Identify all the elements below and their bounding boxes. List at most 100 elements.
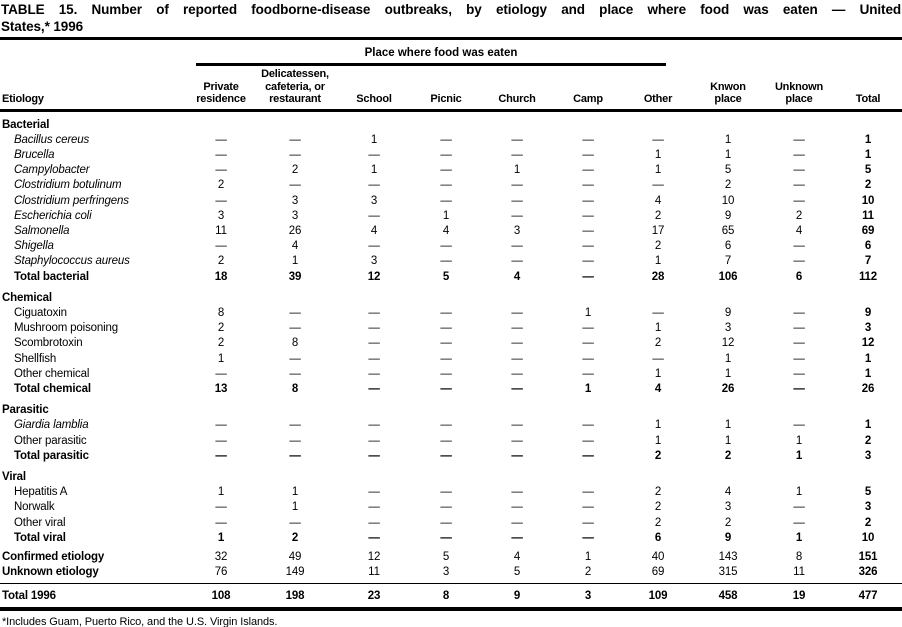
value-cell: —: [215, 133, 227, 146]
value-cell: 49: [288, 550, 302, 563]
value-cell: 326: [858, 566, 878, 579]
value-cell: —: [511, 133, 523, 146]
table-row: Salmonella 11 26 4 4 3 — 17 65 4 69: [0, 224, 902, 239]
row-label: Shigella: [14, 240, 54, 253]
value-cell: 3: [217, 209, 225, 222]
value-cell: —: [440, 486, 452, 499]
span-header-label: Place where food was eaten: [364, 47, 518, 59]
row-label: Confirmed etiology: [2, 550, 105, 563]
value-cell: 69: [651, 566, 665, 579]
value-cell: 6: [795, 270, 803, 283]
value-cell: 1: [654, 367, 662, 380]
table-body: Bacterial Bacillus cereus — —1— — — —1—1 Brucel…: [0, 118, 902, 605]
value-cell: —: [793, 179, 805, 192]
table-row: Staphylococcus aureus 2 1 3 — — — 1 7 — 7: [0, 254, 902, 269]
value-cell: 1: [795, 486, 803, 499]
value-cell: —: [289, 148, 301, 161]
value-cell: 1: [291, 486, 299, 499]
footnote: *Includes Guam, Puerto Rico, and the U.S…: [2, 615, 278, 627]
value-cell: 5: [442, 270, 450, 283]
value-cell: —: [511, 352, 523, 365]
value-cell: —: [215, 419, 227, 432]
value-cell: 7: [864, 255, 872, 268]
value-cell: 26: [721, 382, 735, 395]
bottom-divider: [0, 606, 902, 611]
value-cell: 9: [864, 306, 872, 319]
value-cell: —: [582, 516, 594, 529]
value-cell: —: [793, 352, 805, 365]
value-cell: 4: [370, 224, 378, 237]
value-cell: 1: [654, 164, 662, 177]
value-cell: 1: [217, 531, 225, 544]
table-row: Other parasitic — — — — — — 1 1 1 2: [0, 434, 902, 449]
value-cell: 315: [718, 566, 738, 579]
value-cell: —: [368, 367, 380, 380]
value-cell: 12: [367, 270, 381, 283]
table-row: Total viral 1 2 — — — — 6 9 1 10: [0, 531, 902, 546]
row-label: Chemical: [2, 291, 52, 304]
value-cell: 23: [367, 590, 381, 603]
value-cell: —: [368, 179, 380, 192]
col-header-church: Church: [498, 93, 536, 105]
value-cell: —: [215, 449, 227, 462]
value-cell: 3: [864, 449, 872, 462]
value-cell: 39: [288, 270, 302, 283]
value-cell: —: [368, 322, 380, 335]
value-cell: 17: [651, 224, 665, 237]
value-cell: 2: [217, 322, 225, 335]
value-cell: 4: [442, 224, 450, 237]
value-cell: —: [582, 434, 594, 447]
value-cell: 108: [211, 590, 231, 603]
table-row: Shellfish 1 — — — — — — 1 — 1: [0, 352, 902, 367]
value-cell: —: [440, 449, 452, 462]
column-header-row: Etiology Private residence Delicatessen,…: [0, 66, 902, 109]
span-header-divider: [196, 63, 666, 66]
value-cell: 1: [864, 419, 872, 432]
value-cell: —: [582, 322, 594, 335]
value-cell: —: [511, 240, 523, 253]
value-cell: 8: [217, 306, 225, 319]
value-cell: —: [511, 501, 523, 514]
value-cell: —: [215, 240, 227, 253]
value-cell: —: [582, 486, 594, 499]
value-cell: 2: [584, 566, 592, 579]
value-cell: —: [215, 194, 227, 207]
value-cell: —: [440, 322, 452, 335]
row-label: Norwalk: [14, 501, 55, 514]
value-cell: 2: [291, 164, 299, 177]
value-cell: —: [793, 367, 805, 380]
value-cell: —: [793, 255, 805, 268]
row-label: Hepatitis A: [14, 486, 68, 499]
table-title: TABLE 15. Number of reported foodborne-d…: [0, 0, 902, 37]
value-cell: —: [582, 148, 594, 161]
value-cell: 1: [442, 209, 450, 222]
value-cell: 18: [214, 270, 228, 283]
value-cell: 19: [792, 590, 806, 603]
row-label: Total chemical: [14, 382, 91, 395]
value-cell: —: [582, 164, 594, 177]
table-row: Parasitic: [0, 403, 902, 418]
value-cell: —: [368, 352, 380, 365]
value-cell: 5: [864, 486, 872, 499]
value-cell: —: [511, 148, 523, 161]
value-cell: 13: [214, 382, 228, 395]
value-cell: 32: [214, 550, 228, 563]
row-label: Other viral: [14, 516, 66, 529]
value-cell: —: [215, 434, 227, 447]
value-cell: 1: [654, 434, 662, 447]
value-cell: 6: [864, 240, 872, 253]
value-cell: —: [511, 531, 523, 544]
row-label: Total parasitic: [14, 449, 89, 462]
value-cell: 4: [654, 194, 662, 207]
row-label: Shellfish: [14, 352, 57, 365]
row-label: Total 1996: [2, 590, 56, 603]
col-header-school: School: [356, 93, 392, 105]
value-cell: —: [289, 322, 301, 335]
value-cell: 2: [724, 449, 732, 462]
value-cell: 1: [864, 148, 872, 161]
value-cell: 9: [724, 306, 732, 319]
table-row: Total 1996 108 198 23 8 9 3 109 458 19 477: [0, 583, 902, 604]
value-cell: —: [289, 179, 301, 192]
value-cell: —: [368, 449, 380, 462]
table-row: Bacterial: [0, 118, 902, 133]
